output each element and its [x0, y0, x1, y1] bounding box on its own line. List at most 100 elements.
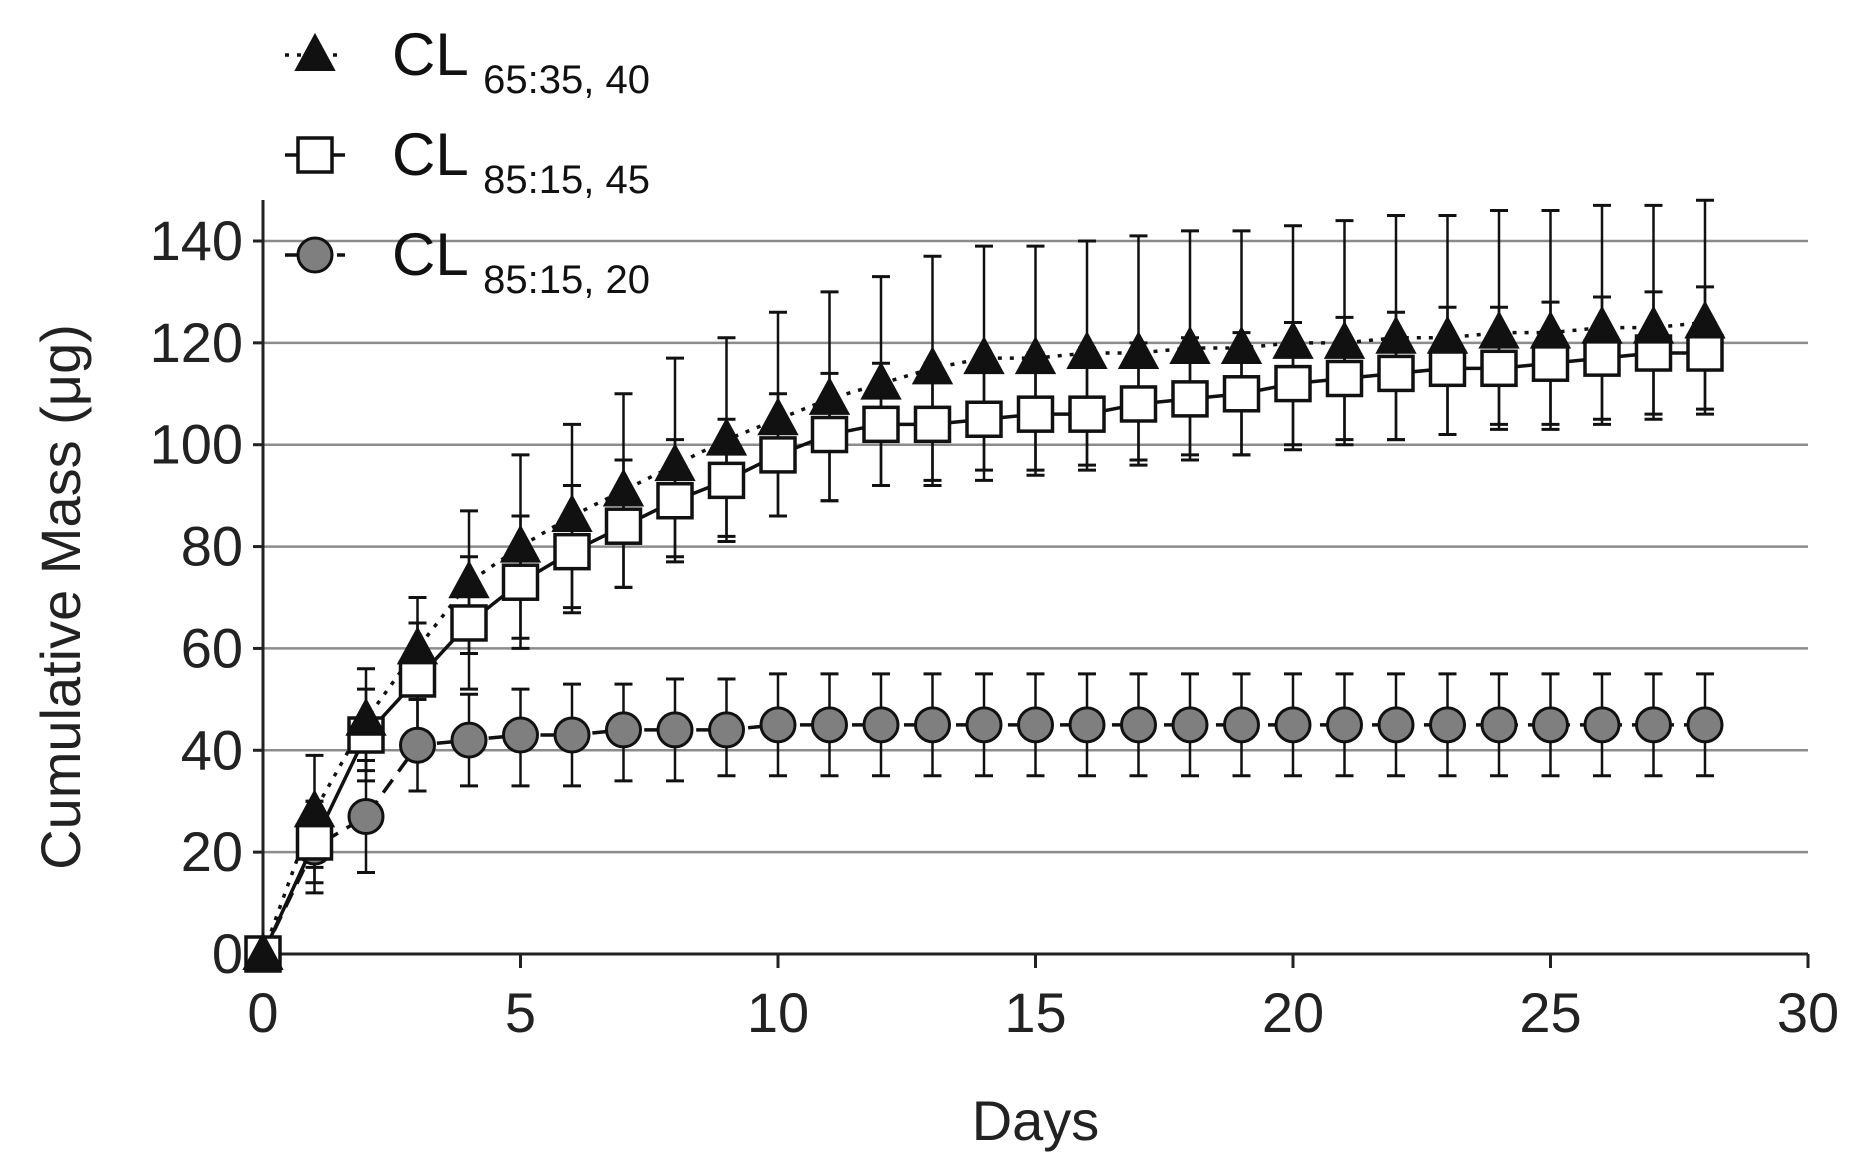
data-point-circle [656, 711, 694, 749]
x-tick-label-5: 5 [505, 981, 536, 1044]
data-point-triangle [499, 524, 542, 563]
legend-entry-square: CL 85:15, 45 [285, 121, 650, 202]
legend-label-main: CL [392, 21, 483, 88]
data-point-circle [1686, 706, 1724, 744]
data-point-triangle [448, 560, 490, 599]
data-point-square [295, 823, 334, 861]
data-point-circle [605, 711, 642, 749]
data-point-triangle [396, 626, 439, 665]
data-point-square [450, 604, 488, 642]
data-point-square [553, 532, 591, 571]
legend-label: CL 65:35, 40 [392, 21, 650, 102]
legend-entry-circle: CL 85:15, 20 [285, 221, 650, 302]
data-point-circle [1635, 706, 1672, 744]
data-point-square [965, 400, 1003, 438]
data-point-circle [759, 706, 797, 744]
data-point-triangle [1375, 315, 1417, 354]
x-tick-label-0: 0 [247, 981, 278, 1044]
data-point-circle [1274, 706, 1312, 744]
data-point-triangle [705, 417, 748, 456]
legend-marker-triangle [294, 32, 336, 71]
y-axis-title: Cumulative Mass (μg) [29, 324, 92, 870]
data-point-square [810, 415, 849, 454]
data-point-circle [399, 726, 436, 764]
legend-label-subscript: 85:15, 45 [483, 158, 650, 202]
data-point-square [1274, 364, 1312, 403]
data-point-square [1377, 354, 1415, 393]
data-point-square [1325, 359, 1364, 398]
data-point-square [1222, 375, 1261, 413]
x-tick-label-25: 25 [1519, 981, 1581, 1044]
data-point-triangle [293, 789, 336, 828]
data-point-square [1531, 344, 1570, 382]
x-tick-label-10: 10 [747, 981, 809, 1044]
data-point-triangle [602, 468, 645, 507]
data-point-triangle [808, 376, 851, 415]
data-point-circle [1171, 706, 1209, 744]
data-point-circle [450, 721, 488, 759]
legend-label-main: CL [392, 121, 483, 188]
data-point-triangle [860, 361, 902, 400]
y-tick-label-80: 80 [181, 515, 243, 578]
data-point-triangle [345, 697, 387, 736]
data-point-triangle [1529, 310, 1572, 349]
legend-label: CL 85:15, 20 [392, 221, 650, 302]
data-point-square [862, 405, 900, 444]
y-tick-label-20: 20 [181, 820, 243, 883]
tick-labels: 0 20 40 60 80 100 120 140 0 5 10 15 20 25 30 [150, 209, 1840, 1044]
data-point-square [1119, 385, 1158, 423]
data-point-triangle [1323, 320, 1366, 359]
data-point-triangle [1684, 300, 1726, 339]
data-point-circle [1326, 706, 1363, 744]
data-point-triangle [1426, 315, 1469, 354]
data-point-circle [965, 706, 1003, 744]
data-point-circle [1429, 706, 1466, 744]
legend-label-subscript: 85:15, 20 [483, 258, 650, 302]
data-point-circle [1068, 706, 1106, 744]
data-point-circle [502, 716, 539, 754]
data-point-circle [862, 706, 900, 744]
data-point-square [398, 660, 437, 698]
data-point-circle [1377, 706, 1415, 744]
y-tick-label-100: 100 [150, 413, 243, 476]
x-axis-title: Days [972, 1089, 1100, 1152]
data-point-triangle [1014, 336, 1057, 375]
data-point-triangle [1581, 305, 1623, 344]
series-triangle [261, 198, 1714, 955]
data-series [242, 198, 1726, 973]
legend-label-subscript: 65:35, 40 [483, 58, 650, 102]
legend-marker-circle [296, 236, 334, 274]
y-tick-label-140: 140 [150, 209, 243, 272]
data-point-triangle [242, 931, 284, 970]
data-point-square [656, 481, 694, 520]
data-point-circle [708, 711, 745, 749]
data-point-circle [811, 706, 848, 744]
y-tick-label-60: 60 [181, 616, 243, 679]
data-point-square [759, 436, 797, 474]
series-square-points [244, 334, 1724, 973]
legend-entry-triangle: CL 65:35, 40 [285, 21, 650, 102]
data-point-circle [914, 706, 951, 744]
data-point-square [707, 461, 746, 500]
data-point-square [1068, 395, 1106, 433]
data-point-triangle [1478, 310, 1520, 349]
data-point-square [1480, 349, 1518, 388]
series-triangle-points [242, 300, 1726, 970]
data-point-circle [1583, 706, 1621, 744]
data-point-triangle [1066, 330, 1108, 370]
y-tick-label-120: 120 [150, 311, 243, 374]
data-point-circle [1532, 706, 1569, 744]
data-point-triangle [911, 346, 954, 385]
data-point-circle [1223, 706, 1260, 744]
data-point-triangle [1220, 325, 1263, 364]
x-tick-label-30: 30 [1777, 981, 1839, 1044]
data-point-square [604, 507, 643, 545]
data-point-circle [553, 716, 591, 754]
data-point-square [501, 563, 540, 601]
data-point-square [1686, 334, 1724, 372]
legend-label-main: CL [392, 221, 483, 288]
data-point-square [1428, 349, 1467, 388]
data-point-triangle [654, 442, 696, 482]
